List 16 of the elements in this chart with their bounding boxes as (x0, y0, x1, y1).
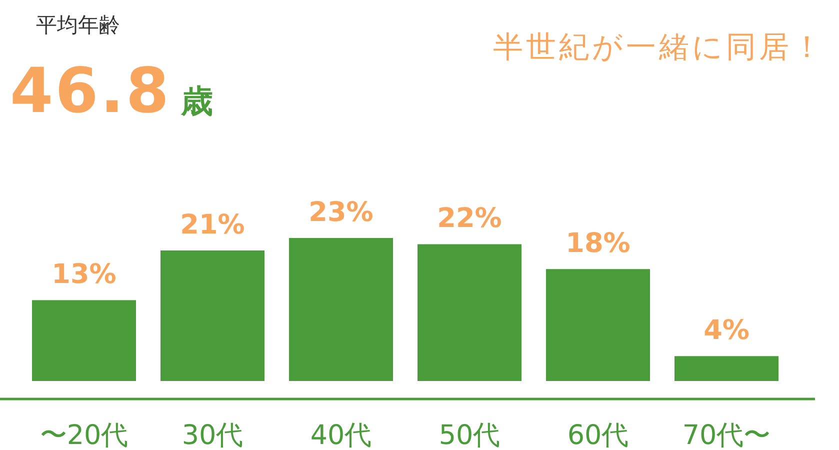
data-label: 13% (52, 259, 116, 290)
x-tick-label: 30代 (182, 420, 244, 450)
data-label: 23% (308, 197, 374, 228)
data-label: 22% (437, 203, 502, 234)
x-tick-label: 40代 (310, 420, 372, 450)
text: 歳 (180, 82, 213, 120)
x-tick-label: 50代 (438, 420, 500, 450)
text: 半世紀が一緒に同居！ (493, 30, 825, 65)
x-tick-label: 60代 (567, 420, 629, 450)
data-label: 4% (704, 315, 750, 346)
data-label: 18% (566, 228, 630, 260)
text: 46.8 (10, 54, 171, 127)
x-tick-label: 〜20代 (40, 420, 128, 450)
x-tick-label: 70代〜 (682, 420, 771, 450)
data-label: 21% (180, 209, 245, 240)
text: 平均年齢 (36, 13, 120, 37)
